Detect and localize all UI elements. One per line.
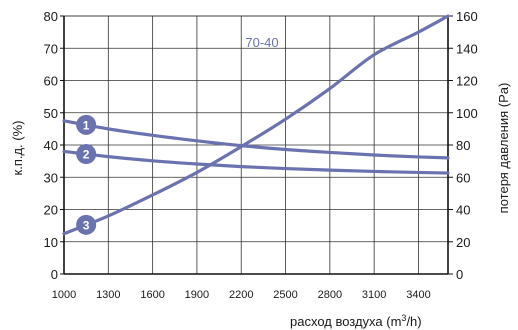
y-right-tick-label: 100 [456,106,478,121]
y-left-tick-label: 40 [44,138,58,153]
y-axis-left-label: к.п.д. (%) [10,121,25,176]
x-tick-label: 1600 [140,289,164,301]
y-right-tick-label: 0 [456,267,463,282]
x-axis-label-superscript: 3 [401,313,406,323]
series-marker-2 [76,144,97,165]
y-right-tick-label: 40 [456,203,470,218]
y-left-tick-label: 80 [44,9,58,24]
y-left-tick-label: 0 [51,267,58,282]
grid-lines [64,15,448,275]
y-left-tick-label: 10 [44,235,58,250]
series-1-line [62,119,450,160]
y-axis-right-label: потеря давления (Pa) [496,83,511,214]
series-marker-label-3: 3 [83,218,90,232]
x-axis-label-main: расход воздуха (m [290,314,401,329]
x-tick-label: 1000 [52,289,76,301]
x-tick-label: 2800 [318,289,342,301]
y-right-tick-label: 120 [456,74,478,89]
x-axis-label: расход воздуха (m3/h) [290,313,422,329]
x-tick-label: 3100 [362,289,386,301]
x-tick-label: 1300 [96,289,120,301]
y-right-tick-label: 140 [456,41,478,56]
y-left-tick-label: 50 [44,106,58,121]
series-marker-3 [76,214,97,235]
x-tick-label: 3400 [406,289,430,301]
y-right-tick-label: 80 [456,138,470,153]
x-tick-label: 2500 [273,289,297,301]
series-2-line [62,149,450,175]
y-left-tick-label: 30 [44,170,58,185]
x-tick-label: 1900 [185,289,209,301]
annotation-label: 70-40 [245,35,278,50]
series-3-line [62,14,450,236]
series-markers: 1 2 3 [76,114,97,235]
y-right-tick-label: 20 [456,235,470,250]
tick-labels: 0 10 20 30 40 50 60 70 80 0 20 40 60 80 100 120 140 160 10… [44,9,478,301]
x-tick-label: 2200 [229,289,253,301]
series-marker-label-2: 2 [83,148,90,162]
y-left-tick-label: 20 [44,203,58,218]
x-axis-label-tail: /h) [406,314,421,329]
y-right-tick-label: 60 [456,170,470,185]
series-group [62,14,450,236]
series-marker-label-1: 1 [83,118,90,132]
y-left-tick-label: 70 [44,41,58,56]
y-left-tick-label: 60 [44,74,58,89]
series-marker-1 [76,114,97,135]
axes [60,15,453,275]
y-right-tick-label: 160 [456,9,478,24]
